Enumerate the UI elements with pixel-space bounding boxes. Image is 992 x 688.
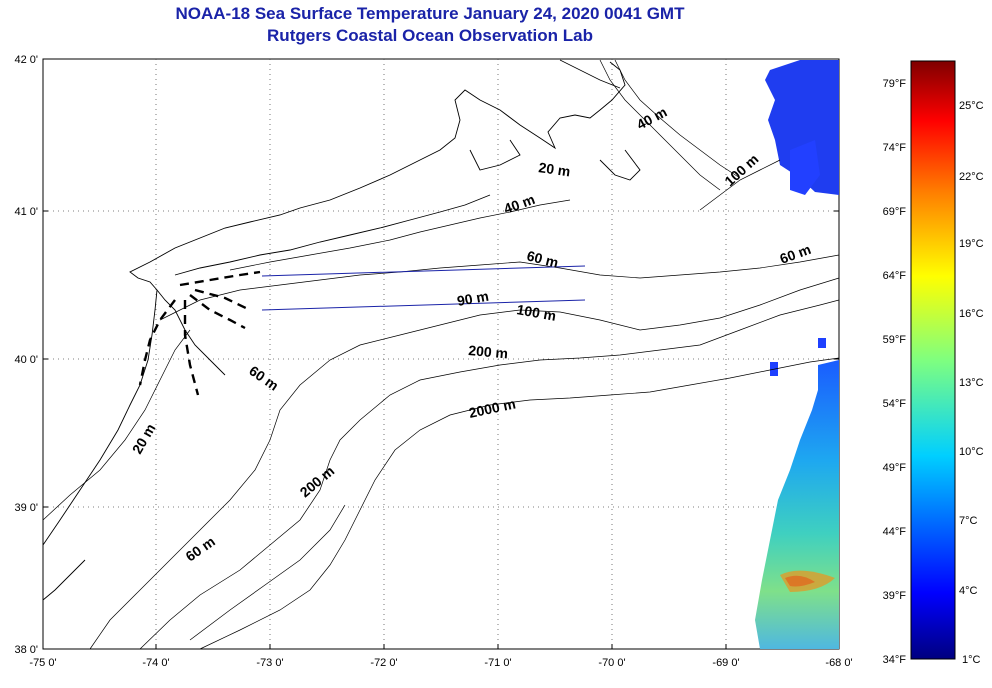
shipping-lanes bbox=[261, 265, 586, 311]
contour-label: 90 m bbox=[456, 288, 490, 309]
lon-axis: -75 0' -74 0' -73 0' -72 0' -71 0' -70 0… bbox=[29, 657, 852, 669]
celsius-label: 25°C bbox=[959, 100, 984, 112]
lon-label: -75 0' bbox=[29, 657, 56, 669]
lon-label: -71 0' bbox=[484, 657, 511, 669]
canyon-lines bbox=[138, 270, 261, 396]
celsius-scale: 25°C 22°C 19°C 16°C 13°C 10°C 7°C 4°C 1°… bbox=[959, 100, 984, 666]
lat-label: 41 0' bbox=[14, 206, 38, 218]
lat-label: 40 0' bbox=[14, 354, 38, 366]
fahrenheit-label: 59°F bbox=[883, 334, 907, 346]
colorbar-gradient bbox=[910, 60, 956, 660]
lon-label: -73 0' bbox=[256, 657, 283, 669]
bathymetry-contours bbox=[42, 59, 840, 650]
sst-data bbox=[755, 60, 839, 649]
lat-label: 42 0' bbox=[14, 54, 38, 66]
fahrenheit-label: 39°F bbox=[883, 590, 907, 602]
lon-label: -74 0' bbox=[142, 657, 169, 669]
lon-label: -70 0' bbox=[598, 657, 625, 669]
celsius-label: 13°C bbox=[959, 377, 984, 389]
celsius-label: 4°C bbox=[959, 585, 978, 597]
fahrenheit-label: 74°F bbox=[883, 142, 907, 154]
contour-label: 20 m bbox=[538, 159, 572, 179]
celsius-label: 7°C bbox=[959, 515, 978, 527]
frame-ticks bbox=[43, 58, 839, 649]
celsius-label: 19°C bbox=[959, 238, 984, 250]
lat-axis: 42 0' 41 0' 40 0' 39 0' 38 0' bbox=[14, 54, 38, 656]
map-subtitle: Rutgers Coastal Ocean Observation Lab bbox=[267, 26, 593, 45]
lon-label: -72 0' bbox=[370, 657, 397, 669]
celsius-label: 22°C bbox=[959, 171, 984, 183]
celsius-label: 16°C bbox=[959, 308, 984, 320]
contour-label: 100 m bbox=[515, 301, 557, 324]
fahrenheit-scale: 79°F 74°F 69°F 64°F 59°F 54°F 49°F 44°F … bbox=[883, 78, 907, 666]
fahrenheit-label: 64°F bbox=[883, 270, 907, 282]
fahrenheit-label: 44°F bbox=[883, 526, 907, 538]
colorbar: 79°F 74°F 69°F 64°F 59°F 54°F 49°F 44°F … bbox=[883, 60, 984, 666]
fahrenheit-label: 49°F bbox=[883, 462, 907, 474]
fahrenheit-label: 69°F bbox=[883, 206, 907, 218]
lat-label: 39 0' bbox=[14, 502, 38, 514]
celsius-label: 1°C bbox=[962, 654, 981, 666]
fahrenheit-label: 54°F bbox=[883, 398, 907, 410]
contour-label: 60 m bbox=[525, 247, 560, 270]
sst-patch-north bbox=[765, 60, 839, 195]
lon-label: -68 0' bbox=[825, 657, 852, 669]
map-frame bbox=[42, 58, 840, 650]
map-title: NOAA-18 Sea Surface Temperature January … bbox=[175, 4, 685, 23]
celsius-label: 10°C bbox=[959, 446, 984, 458]
lon-label: -69 0' bbox=[712, 657, 739, 669]
fahrenheit-label: 79°F bbox=[883, 78, 907, 90]
fahrenheit-label: 34°F bbox=[883, 654, 907, 666]
lat-label: 38 0' bbox=[14, 644, 38, 656]
contour-label: 200 m bbox=[468, 342, 509, 361]
grid bbox=[43, 59, 839, 649]
